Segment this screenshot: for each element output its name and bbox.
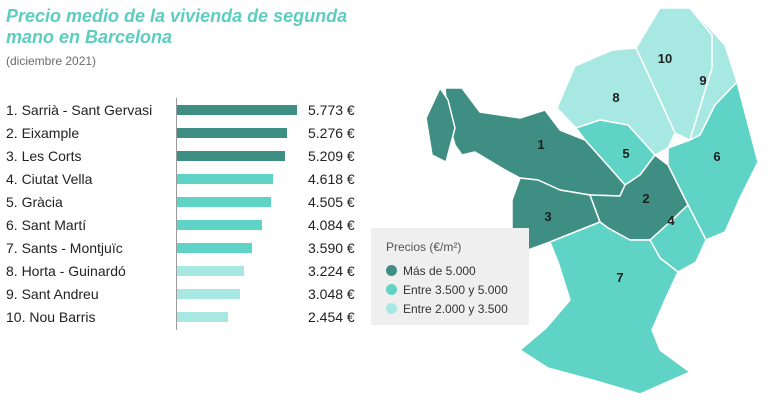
bar-value-label: 4.618 € (308, 171, 355, 187)
district-number-1: 1 (537, 137, 544, 152)
legend-item: Más de 5.000 (386, 264, 476, 278)
district-7 (519, 221, 691, 395)
legend-label: Entre 3.500 y 5.000 (403, 283, 508, 297)
bar-value-label: 5.209 € (308, 148, 355, 164)
legend: Precios (€/m²) Más de 5.000 Entre 3.500 y… (371, 228, 529, 325)
bar-axis-line (176, 98, 177, 330)
district-1-exclave (425, 87, 456, 163)
bar-label: 3. Les Corts (6, 148, 82, 164)
bar-label: 7. Sants - Montjuïc (6, 240, 123, 256)
bar-value-label: 5.276 € (308, 125, 355, 141)
chart-title: Precio medio de la vivienda de segunda m… (6, 6, 348, 47)
bar (177, 220, 262, 230)
bar (177, 197, 271, 207)
district-number-10: 10 (658, 51, 672, 66)
bar (177, 243, 252, 253)
bar-value-label: 4.084 € (308, 217, 355, 233)
legend-swatch (386, 303, 397, 314)
bar (177, 151, 285, 161)
district-number-5: 5 (622, 146, 629, 161)
district-number-9: 9 (699, 73, 706, 88)
district-8 (556, 47, 676, 156)
legend-swatch (386, 265, 397, 276)
district-number-4: 4 (667, 213, 675, 228)
bar (177, 266, 244, 276)
chart-subtitle: (diciembre 2021) (6, 54, 97, 68)
bar-label: 8. Horta - Guinardó (6, 263, 126, 279)
bar-label: 1. Sarrià - Sant Gervasi (6, 102, 153, 118)
bar (177, 289, 240, 299)
district-number-2: 2 (642, 191, 649, 206)
bar (177, 312, 228, 322)
district-number-7: 7 (616, 270, 623, 285)
bar-label: 4. Ciutat Vella (6, 171, 93, 187)
bar-label: 10. Nou Barris (6, 309, 96, 325)
district-number-6: 6 (713, 149, 720, 164)
legend-swatch (386, 284, 397, 295)
bar-label: 5. Gràcia (6, 194, 63, 210)
bar-value-label: 4.505 € (308, 194, 355, 210)
bar-value-label: 3.590 € (308, 240, 355, 256)
legend-label: Más de 5.000 (403, 264, 476, 278)
bar (177, 174, 273, 184)
bar-value-label: 2.454 € (308, 309, 355, 325)
bar-label: 2. Eixample (6, 125, 80, 141)
bar (177, 105, 297, 115)
bar-value-label: 3.048 € (308, 286, 355, 302)
legend-label: Entre 2.000 y 3.500 (403, 302, 508, 316)
legend-item: Entre 3.500 y 5.000 (386, 283, 508, 297)
bar-label: 9. Sant Andreu (6, 286, 99, 302)
bar-value-label: 3.224 € (308, 263, 355, 279)
legend-title: Precios (€/m²) (386, 240, 462, 254)
district-number-8: 8 (612, 90, 619, 105)
legend-item: Entre 2.000 y 3.500 (386, 302, 508, 316)
district-number-3: 3 (544, 209, 551, 224)
bar (177, 128, 287, 138)
bar-value-label: 5.773 € (308, 102, 355, 118)
bar-label: 6. Sant Martí (6, 217, 87, 233)
